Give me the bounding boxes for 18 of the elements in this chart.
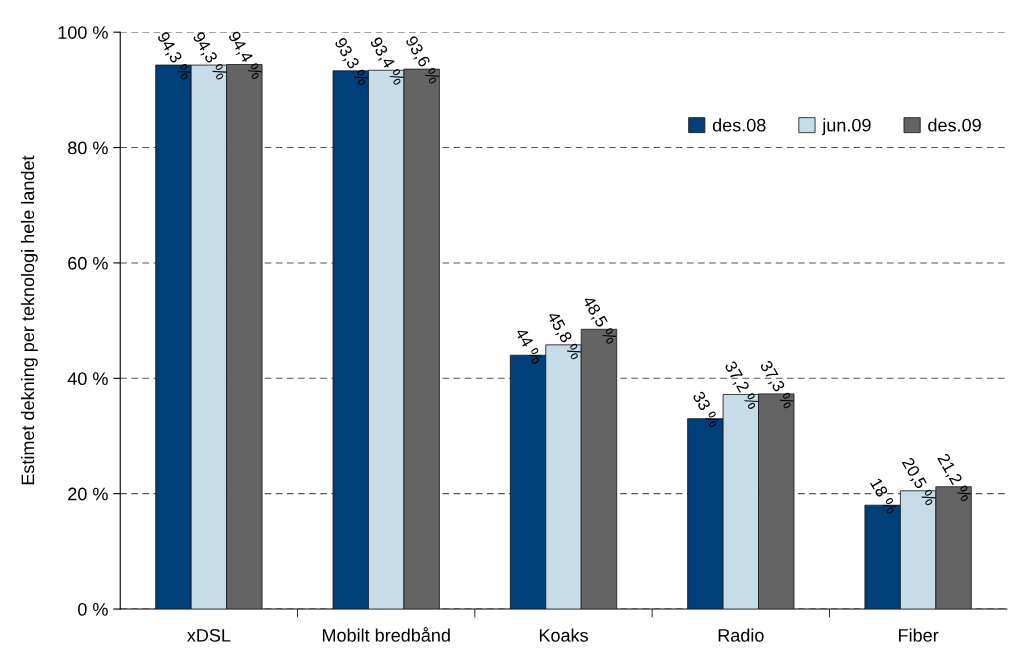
data-label: 18 % [869,477,899,515]
y-tick-label: 0 % [78,602,108,616]
y-tick-label: 40 % [67,372,108,386]
legend-label: des.08 [712,118,766,132]
y-tick-label: 20 % [68,487,108,501]
x-tick-label: Mobilt bredbånd [322,627,450,642]
legend-label: des.09 [928,118,981,132]
x-tick-label: xDSL [187,628,231,642]
legend-label: jun.09 [821,118,871,136]
y-axis-title: Estimet dekning per teknologi hele landet [20,155,38,485]
y-tick-label: 80 % [68,141,108,155]
y-tick-label: 60 % [68,256,108,270]
x-tick-label: Fiber [899,628,939,642]
x-tick-label: Koaks [539,628,588,642]
data-label: 33 % [692,390,721,429]
y-tick-label: 100 % [58,26,108,39]
x-tick-label: Radio [718,628,764,642]
data-label: 44 % [514,326,544,365]
